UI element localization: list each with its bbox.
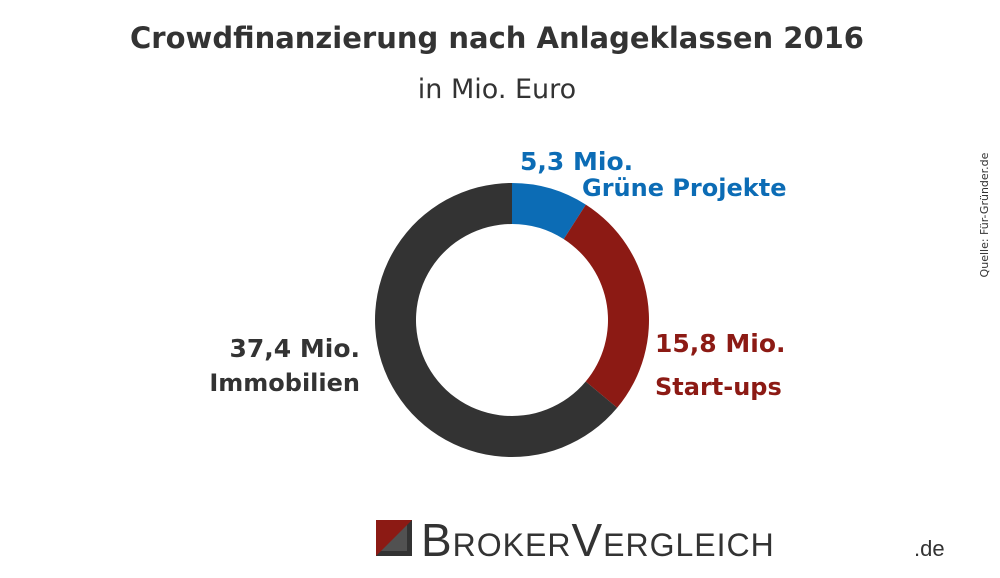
logo: BrokerVergleich .de [376, 514, 945, 566]
logo-suffix: .de [914, 536, 945, 561]
logo-icon-part [376, 520, 412, 556]
value-label: 37,4 Mio. [229, 334, 360, 363]
logo-text: BrokerVergleich [421, 514, 775, 566]
donut-segment [563, 204, 649, 408]
chart-title: Crowdfinanzierung nach Anlageklassen 201… [130, 21, 864, 55]
category-label: Immobilien [209, 369, 360, 397]
logo-icon-part [381, 525, 407, 551]
chart-subtitle: in Mio. Euro [418, 74, 576, 105]
category-label: Grüne Projekte [582, 174, 786, 202]
value-label: 5,3 Mio. [520, 147, 633, 176]
donut-segment [374, 183, 618, 457]
category-label: Start-ups [655, 373, 782, 401]
source: Quelle: Für-Gründer.de [978, 152, 991, 277]
value-label: 15,8 Mio. [655, 329, 786, 358]
donut-segment [512, 183, 586, 240]
